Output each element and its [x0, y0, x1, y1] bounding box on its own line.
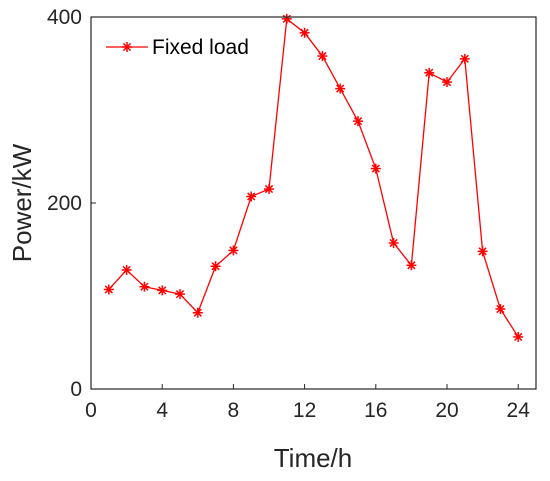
- data-point: [103, 284, 114, 295]
- x-tick-label: 20: [435, 399, 458, 422]
- plot-area: [91, 17, 536, 389]
- data-point: [281, 13, 292, 24]
- data-point: [157, 285, 168, 296]
- data-point: [175, 289, 185, 300]
- data-point: [210, 261, 221, 272]
- x-tick-label: 8: [228, 399, 240, 422]
- data-point: [406, 260, 417, 271]
- data-point: [264, 184, 274, 195]
- data-point: [477, 246, 488, 257]
- data-point: [513, 331, 524, 342]
- x-tick-label: 4: [156, 399, 168, 422]
- data-point: [299, 27, 310, 38]
- y-tick-label: 400: [47, 6, 82, 29]
- legend-marker: [122, 42, 132, 52]
- data-point: [442, 77, 452, 88]
- data-point: [139, 281, 150, 292]
- data-point: [424, 67, 435, 78]
- data-point: [335, 83, 346, 94]
- data-point: [353, 116, 363, 127]
- data-point: [495, 304, 506, 315]
- legend: Fixed load: [106, 36, 249, 59]
- data-point: [459, 53, 470, 64]
- x-tick-label: 16: [364, 399, 387, 422]
- legend-label: Fixed load: [152, 36, 249, 59]
- data-point: [246, 191, 257, 202]
- data-point: [388, 237, 399, 248]
- plot-frame: [90, 16, 537, 390]
- y-tick-label: 0: [70, 378, 82, 401]
- series-layer: [103, 13, 524, 342]
- data-point: [370, 163, 381, 174]
- axis-ticks: 0 4 8 12 16 20 24 0 200 400: [47, 6, 530, 422]
- data-point: [121, 264, 132, 275]
- x-axis-label: Time/h: [274, 443, 353, 473]
- x-tick-label: 0: [85, 399, 97, 422]
- x-tick-label: 24: [507, 399, 531, 422]
- legend-asterisk: [122, 42, 132, 52]
- data-point: [228, 245, 239, 256]
- x-tick-label: 12: [293, 399, 316, 422]
- y-axis-label: Power/kW: [7, 143, 37, 262]
- y-tick-label: 200: [47, 192, 82, 215]
- data-point: [317, 51, 328, 62]
- data-point: [192, 307, 203, 318]
